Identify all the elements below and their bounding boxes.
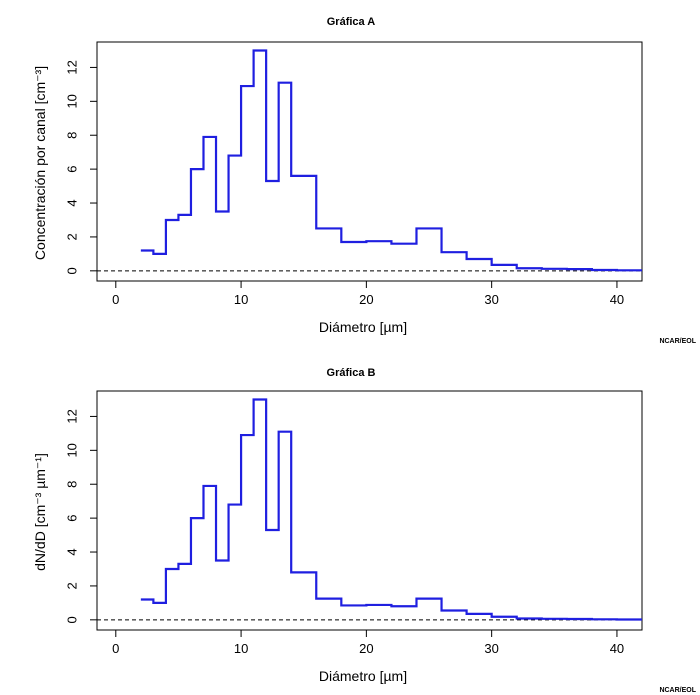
- chart-b-credit: NCAR/EOL: [659, 687, 696, 694]
- chart-a-ytick-label-10: 10: [65, 94, 80, 108]
- chart-a-xtick-label-10: 10: [234, 292, 248, 307]
- chart-a-ytick-label-6: 6: [65, 166, 80, 173]
- chart-a-ylabel: Concentración por canal [cm⁻³]: [32, 66, 48, 260]
- chart-b-ytick-label-2: 2: [65, 582, 80, 589]
- chart-b-xtick-label-40: 40: [610, 641, 624, 656]
- chart-b-xtick-label-10: 10: [234, 641, 248, 656]
- chart-b-ytick-label-0: 0: [65, 616, 80, 623]
- chart-a-credit: NCAR/EOL: [659, 338, 696, 345]
- chart-b-frame: [96, 390, 643, 631]
- chart-b-ytick-label-12: 12: [65, 409, 80, 423]
- chart-b-ytick-label-8: 8: [65, 481, 80, 488]
- chart-a-ytick-label-12: 12: [65, 60, 80, 74]
- chart-a-xtick-label-20: 20: [359, 292, 373, 307]
- chart-a-title: Gráfica A: [327, 16, 376, 28]
- chart-b-ytick-label-6: 6: [65, 515, 80, 522]
- chart-a-xlabel: Diámetro [µm]: [319, 319, 407, 335]
- chart-a-series-line: [140, 49, 642, 272]
- chart-b-title: Gráfica B: [327, 367, 376, 379]
- chart-b-xtick-label-20: 20: [359, 641, 373, 656]
- chart-b-ytick-label-4: 4: [65, 548, 80, 555]
- chart-b-xlabel: Diámetro [µm]: [319, 668, 407, 684]
- plot-layer: 0 10 20 30 40 0 2 4 6 8 10 12 0 10 20 30 40 0 2 4 6 8 10 12: [65, 41, 643, 656]
- chart-a-ytick-label-0: 0: [65, 267, 80, 274]
- chart-a-xtick-label-0: 0: [112, 292, 119, 307]
- chart-a-xtick-label-30: 30: [484, 292, 498, 307]
- chart-b-xtick-label-0: 0: [112, 641, 119, 656]
- chart-b-ylabel: dN/dD [cm⁻³ µm⁻¹]: [32, 453, 48, 571]
- chart-a-frame: [96, 41, 643, 282]
- chart-b-ytick-label-10: 10: [65, 443, 80, 457]
- chart-a-ytick-label-8: 8: [65, 132, 80, 139]
- chart-b-xtick-label-30: 30: [484, 641, 498, 656]
- chart-b-series-line: [140, 398, 642, 621]
- chart-a-xtick-label-40: 40: [610, 292, 624, 307]
- chart-a-ytick-label-2: 2: [65, 233, 80, 240]
- chart-a-ytick-label-4: 4: [65, 199, 80, 206]
